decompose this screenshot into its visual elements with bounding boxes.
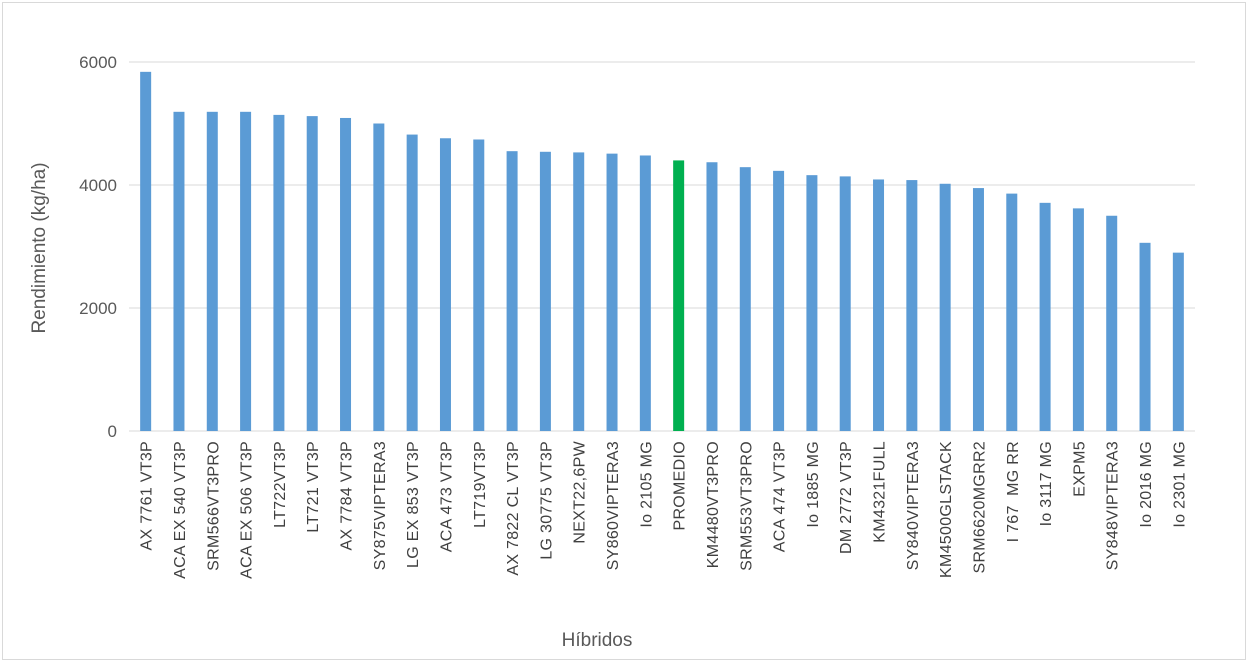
x-tick-label: NEXT22,6PW: [572, 440, 589, 543]
x-tick-label: ACA EX 540 VT3P: [172, 441, 189, 579]
x-axis-title: Híbridos: [562, 630, 633, 651]
bar: [373, 123, 385, 431]
y-tick-label: 4000: [79, 176, 117, 195]
bar: [439, 138, 451, 431]
bar: [506, 151, 518, 432]
bar: [873, 179, 885, 431]
x-tick-label: LG 30775 VT3P: [538, 441, 555, 560]
x-tick-label: LT721 VT3P: [305, 441, 322, 533]
x-tick-label: SY848VIPTERA3: [1105, 441, 1122, 570]
bar: [573, 152, 585, 431]
bar: [140, 71, 152, 431]
bar: [306, 116, 318, 432]
gridlines: [129, 61, 1195, 432]
bar: [1072, 208, 1084, 431]
x-tick-label: EXPM5: [1071, 441, 1088, 497]
y-tick-label: 6000: [79, 53, 117, 72]
x-tick-label: KM4500GLSTACK: [938, 441, 955, 578]
bar: [1106, 215, 1118, 431]
x-tick-label: AX 7784 VT3P: [339, 441, 356, 550]
x-tick-label: SY840VIPTERA3: [905, 441, 922, 570]
bar: [406, 134, 418, 431]
bar: [606, 153, 618, 431]
bar: [1172, 252, 1184, 431]
x-tick-label: SY860VIPTERA3: [605, 441, 622, 570]
bar: [206, 111, 218, 431]
bar: [639, 155, 651, 432]
bar: [939, 183, 951, 431]
bar: [1006, 193, 1018, 431]
bar: [706, 162, 718, 431]
x-tick-label: SRM566VT3PRO: [205, 441, 222, 571]
x-tick-label: LG EX 853 VT3P: [405, 441, 422, 568]
x-tick-label: SY875VIPTERA3: [372, 441, 389, 570]
x-tick-label: PROMEDIO: [672, 441, 689, 531]
x-tick-label: LT722VT3P: [272, 441, 289, 528]
x-tick-label: SRM553VT3PRO: [738, 441, 755, 571]
x-tick-label: ACA EX 506 VT3P: [239, 441, 256, 579]
y-tick-label: 0: [108, 422, 117, 441]
bar: [173, 111, 185, 431]
x-tick-label: Io 2301 MG: [1171, 441, 1188, 528]
x-tick-label: AX 7761 VT3P: [139, 441, 156, 550]
bar: [273, 114, 285, 431]
bar: [972, 188, 984, 431]
x-tick-label: LT719VT3P: [472, 441, 489, 528]
x-tick-label: ACA 474 VT3P: [772, 441, 789, 552]
bar-chart: 0 2000 4000 6000 AX 7761 VT3P ACA EX 540 VT3…: [29, 53, 1195, 651]
bar: [806, 175, 818, 431]
bar: [673, 160, 685, 431]
y-axis-ticks: 0 2000 4000 6000: [79, 53, 117, 441]
bars: [140, 71, 1184, 432]
bar: [1139, 242, 1151, 431]
x-tick-label: Io 3117 MG: [1038, 441, 1055, 526]
bar: [240, 111, 252, 431]
bar: [739, 167, 751, 432]
x-tick-label: SRM6620MGRR2: [971, 441, 988, 574]
x-tick-label: Io 1885 MG: [805, 441, 822, 528]
bar: [773, 170, 785, 432]
x-tick-label: KM4480VT3PRO: [705, 441, 722, 568]
x-tick-label: Io 2016 MG: [1138, 441, 1155, 528]
bar: [1039, 202, 1051, 431]
bar: [340, 117, 352, 431]
y-tick-label: 2000: [79, 299, 117, 318]
bar: [839, 176, 851, 431]
x-tick-label: Io 2105 MG: [638, 441, 655, 528]
x-tick-label: DM 2772 VT3P: [838, 441, 855, 554]
y-axis-title: Rendimiento (kg/ha): [29, 162, 50, 333]
x-tick-label: I 767 MG RR: [1005, 441, 1022, 542]
bar: [539, 151, 551, 432]
x-tick-label: KM4321FULL: [872, 441, 889, 543]
x-tick-label: ACA 473 VT3P: [438, 441, 455, 552]
bar: [473, 139, 485, 432]
x-tick-label: AX 7822 CL VT3P: [505, 441, 522, 576]
bar: [906, 180, 918, 431]
x-axis-ticks: AX 7761 VT3P ACA EX 540 VT3P SRM566VT3PRO A…: [139, 440, 1189, 578]
